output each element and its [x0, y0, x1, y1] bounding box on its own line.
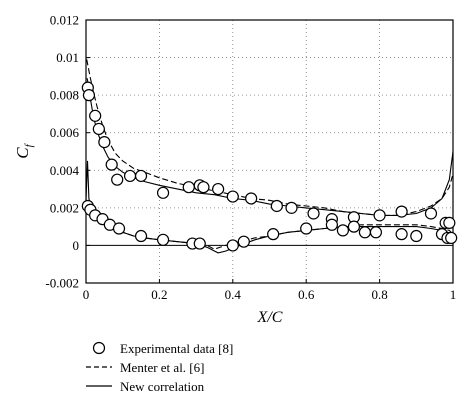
y-axis-label-subscript: f: [23, 142, 35, 147]
y-tick-label: 0.002: [50, 200, 79, 215]
data-point-experimental: [197, 181, 210, 194]
data-point-experimental: [89, 109, 102, 122]
y-tick-label: 0.004: [50, 163, 80, 178]
y-axis-label-main: C: [13, 147, 32, 159]
data-point-experimental: [285, 201, 298, 214]
legend: Experimental data [8] Menter et al. [6] …: [86, 341, 233, 394]
data-point-experimental: [267, 228, 280, 241]
data-point-experimental: [105, 158, 118, 171]
y-tick-label: 0.006: [50, 125, 80, 140]
data-point-experimental: [134, 229, 148, 243]
data-point-experimental: [395, 228, 408, 241]
y-ticks: -0.002 0 0.002 0.004 0.006 0.008 0.01 0.012: [45, 13, 90, 291]
data-point-experimental: [410, 229, 423, 243]
data-point-experimental: [112, 222, 126, 235]
y-tick-label: -0.002: [45, 276, 79, 291]
data-point-experimental: [245, 192, 258, 205]
data-point-experimental: [443, 216, 456, 229]
data-point-experimental: [445, 231, 458, 245]
legend-item-menter: Menter et al. [6]: [86, 360, 204, 375]
data-point-experimental: [226, 239, 239, 252]
data-point-experimental: [226, 190, 239, 203]
data-point-experimental: [123, 169, 137, 183]
data-point-experimental: [336, 224, 349, 237]
x-tick-label: 0: [83, 287, 90, 302]
data-point-experimental: [193, 237, 206, 250]
data-point-experimental: [300, 222, 313, 235]
data-point-experimental: [325, 218, 338, 231]
data-point-experimental: [98, 136, 111, 149]
data-point-experimental: [424, 207, 438, 220]
y-tick-label: 0.008: [50, 88, 79, 103]
data-point-experimental: [156, 186, 170, 199]
series-line-menter: [86, 59, 454, 216]
legend-item-experimental: Experimental data [8]: [92, 341, 233, 356]
data-point-experimental: [182, 181, 195, 194]
data-point-experimental: [111, 173, 124, 186]
legend-circle-marker: [92, 341, 106, 355]
data-point-experimental: [156, 233, 170, 246]
data-point-experimental: [134, 169, 148, 183]
x-tick-label: 0.6: [298, 287, 315, 302]
series-line-new-correlation: [86, 78, 454, 216]
x-tick-label: 0.8: [371, 287, 387, 302]
data-point-experimental: [237, 235, 250, 248]
legend-label-menter: Menter et al. [6]: [120, 360, 204, 375]
y-tick-label: 0.012: [50, 13, 79, 28]
data-point-experimental: [307, 207, 320, 220]
y-axis-label: Cf: [13, 142, 35, 158]
plot-frame: [85, 19, 454, 284]
x-tick-label: 1: [450, 287, 457, 302]
series-lines: [85, 59, 454, 254]
x-tick-label: 0.4: [225, 287, 242, 302]
y-tick-label: 0: [73, 238, 80, 253]
legend-item-new-correlation: New correlation: [86, 379, 205, 394]
data-point-experimental: [82, 89, 96, 102]
x-ticks: 0 0.2 0.4 0.6 0.8 1: [83, 279, 457, 302]
data-point-experimental: [358, 226, 372, 239]
data-point-experimental: [373, 209, 386, 222]
data-point-experimental: [347, 220, 361, 233]
grid: [86, 20, 453, 283]
data-point-experimental: [212, 182, 225, 196]
series-markers: [81, 81, 458, 252]
x-axis-label: X/C: [257, 309, 283, 326]
data-point-experimental: [92, 122, 105, 136]
data-point-experimental: [395, 205, 408, 218]
y-tick-label: 0.01: [56, 50, 79, 65]
legend-label-experimental: Experimental data [8]: [120, 341, 233, 356]
legend-label-new-correlation: New correlation: [120, 379, 205, 394]
data-point-experimental: [270, 199, 283, 213]
data-point-experimental: [369, 226, 383, 239]
x-tick-label: 0.2: [151, 287, 167, 302]
